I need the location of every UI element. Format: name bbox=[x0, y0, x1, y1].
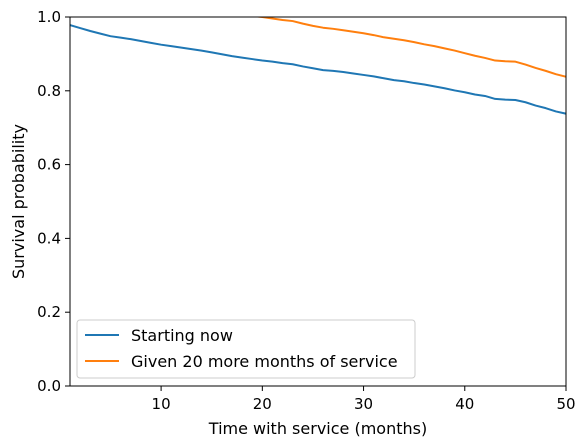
y-tick-label: 1.0 bbox=[37, 8, 61, 26]
legend-label-starting-now: Starting now bbox=[131, 326, 233, 345]
x-axis-title: Time with service (months) bbox=[208, 419, 427, 438]
y-tick-label: 0.6 bbox=[37, 156, 61, 174]
y-tick-label: 0.4 bbox=[37, 229, 61, 247]
y-axis-ticks: 0.0 0.2 0.4 0.6 0.8 1.0 bbox=[37, 8, 70, 395]
x-tick-label: 30 bbox=[354, 395, 373, 413]
series-line-1 bbox=[242, 15, 566, 77]
series-line-0 bbox=[70, 25, 566, 114]
y-axis-title: Survival probability bbox=[9, 124, 28, 279]
x-tick-label: 10 bbox=[152, 395, 171, 413]
legend-label-given-20-months: Given 20 more months of service bbox=[131, 352, 398, 371]
y-tick-label: 0.2 bbox=[37, 303, 61, 321]
x-tick-label: 50 bbox=[556, 395, 575, 413]
x-tick-label: 40 bbox=[455, 395, 474, 413]
y-tick-label: 0.8 bbox=[37, 82, 61, 100]
x-axis-ticks: 10 20 30 40 50 bbox=[152, 386, 576, 413]
x-tick-label: 20 bbox=[253, 395, 272, 413]
series-layer bbox=[70, 15, 566, 114]
y-tick-label: 0.0 bbox=[37, 377, 61, 395]
legend: Starting now Given 20 more months of ser… bbox=[77, 320, 415, 378]
